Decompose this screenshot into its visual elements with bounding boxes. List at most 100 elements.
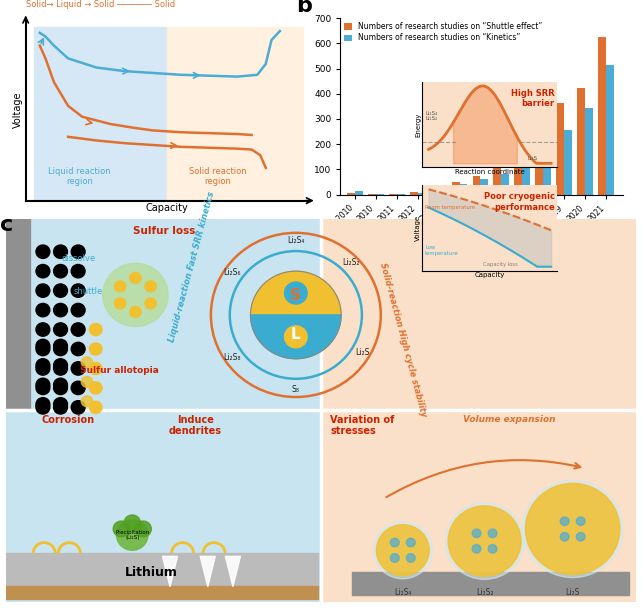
Circle shape [53, 381, 67, 395]
Circle shape [89, 323, 102, 336]
Circle shape [71, 264, 85, 278]
Circle shape [53, 401, 67, 414]
Circle shape [71, 381, 85, 395]
Circle shape [53, 362, 67, 375]
Circle shape [124, 515, 141, 531]
Circle shape [53, 303, 67, 317]
Circle shape [373, 522, 432, 579]
Bar [514, 143, 523, 195]
Circle shape [36, 381, 50, 395]
Circle shape [71, 303, 85, 317]
Bar [577, 88, 585, 195]
Text: Solid→ Liquid → Solid ─────── Solid: Solid→ Liquid → Solid ─────── Solid [26, 0, 175, 9]
Circle shape [560, 517, 569, 525]
Text: Lithium: Lithium [125, 566, 178, 579]
Polygon shape [225, 556, 241, 587]
Circle shape [53, 339, 67, 353]
Circle shape [82, 396, 92, 407]
Circle shape [89, 343, 102, 355]
Text: shuttle: shuttle [74, 288, 103, 296]
Bar [480, 179, 489, 195]
Circle shape [36, 245, 50, 258]
Circle shape [488, 545, 497, 553]
Text: Capacity loss: Capacity loss [483, 262, 518, 268]
Circle shape [103, 263, 168, 326]
Text: L: L [291, 327, 300, 342]
Circle shape [71, 245, 85, 258]
Circle shape [390, 538, 399, 547]
Circle shape [53, 378, 67, 392]
Circle shape [36, 398, 50, 411]
Circle shape [89, 362, 102, 375]
Circle shape [445, 503, 525, 579]
Bar [167, 27, 302, 201]
X-axis label: Capacity: Capacity [146, 204, 188, 213]
Circle shape [390, 554, 399, 562]
Text: Li₂S₄: Li₂S₄ [287, 236, 304, 244]
Bar [598, 37, 606, 195]
Circle shape [71, 401, 85, 414]
Bar [410, 192, 418, 195]
X-axis label: Reaction coordinate: Reaction coordinate [455, 168, 525, 174]
Text: Li₂S: Li₂S [356, 348, 370, 357]
Circle shape [36, 284, 50, 297]
Circle shape [406, 538, 415, 547]
Circle shape [36, 303, 50, 317]
Circle shape [71, 284, 85, 297]
Polygon shape [162, 556, 178, 587]
Text: Corrosion: Corrosion [41, 415, 94, 424]
Circle shape [406, 554, 415, 562]
Legend: Numbers of research studies on “Shuttle effect”, Numbers of research studies on : Numbers of research studies on “Shuttle … [344, 22, 542, 43]
Bar [585, 108, 593, 195]
Wedge shape [250, 271, 341, 315]
Wedge shape [250, 315, 341, 359]
Text: Solid reaction
region: Solid reaction region [189, 167, 247, 186]
Circle shape [145, 298, 156, 309]
Bar [347, 193, 355, 195]
Bar [6, 219, 321, 410]
Circle shape [376, 525, 429, 576]
Circle shape [117, 520, 148, 550]
Bar [494, 165, 501, 195]
Bar [473, 176, 480, 195]
Circle shape [135, 521, 152, 537]
Bar [543, 153, 551, 195]
Circle shape [82, 357, 92, 368]
Bar [451, 182, 460, 195]
Bar [501, 174, 509, 195]
Circle shape [114, 298, 126, 309]
Circle shape [71, 323, 85, 336]
Text: Li₂S: Li₂S [528, 156, 538, 161]
Circle shape [130, 272, 141, 283]
Circle shape [71, 342, 85, 356]
Bar [438, 190, 447, 195]
Bar [6, 410, 321, 602]
Text: c: c [0, 215, 13, 235]
Text: Room temperature: Room temperature [425, 206, 475, 210]
Circle shape [448, 506, 521, 576]
Bar [606, 65, 614, 195]
Circle shape [36, 401, 50, 414]
Circle shape [114, 281, 126, 292]
Text: High SRR
barrier: High SRR barrier [511, 89, 555, 108]
Circle shape [71, 362, 85, 375]
Circle shape [36, 264, 50, 278]
Text: Low
temperature: Low temperature [425, 246, 459, 256]
Bar [418, 193, 426, 195]
Circle shape [284, 326, 307, 348]
Text: Sulfur loss: Sulfur loss [132, 226, 195, 236]
Text: S₈: S₈ [292, 385, 300, 394]
Circle shape [113, 521, 130, 537]
Circle shape [89, 401, 102, 413]
Bar [535, 125, 543, 195]
Circle shape [53, 359, 67, 372]
Circle shape [145, 281, 156, 292]
Bar [368, 194, 376, 195]
Text: Poor cryogenic
performance: Poor cryogenic performance [483, 192, 555, 212]
Text: Li₂S₂: Li₂S₂ [476, 588, 493, 597]
Circle shape [36, 359, 50, 372]
Bar [6, 553, 318, 587]
Bar [397, 194, 404, 195]
Text: dissolve: dissolve [62, 254, 96, 263]
Circle shape [130, 306, 141, 317]
